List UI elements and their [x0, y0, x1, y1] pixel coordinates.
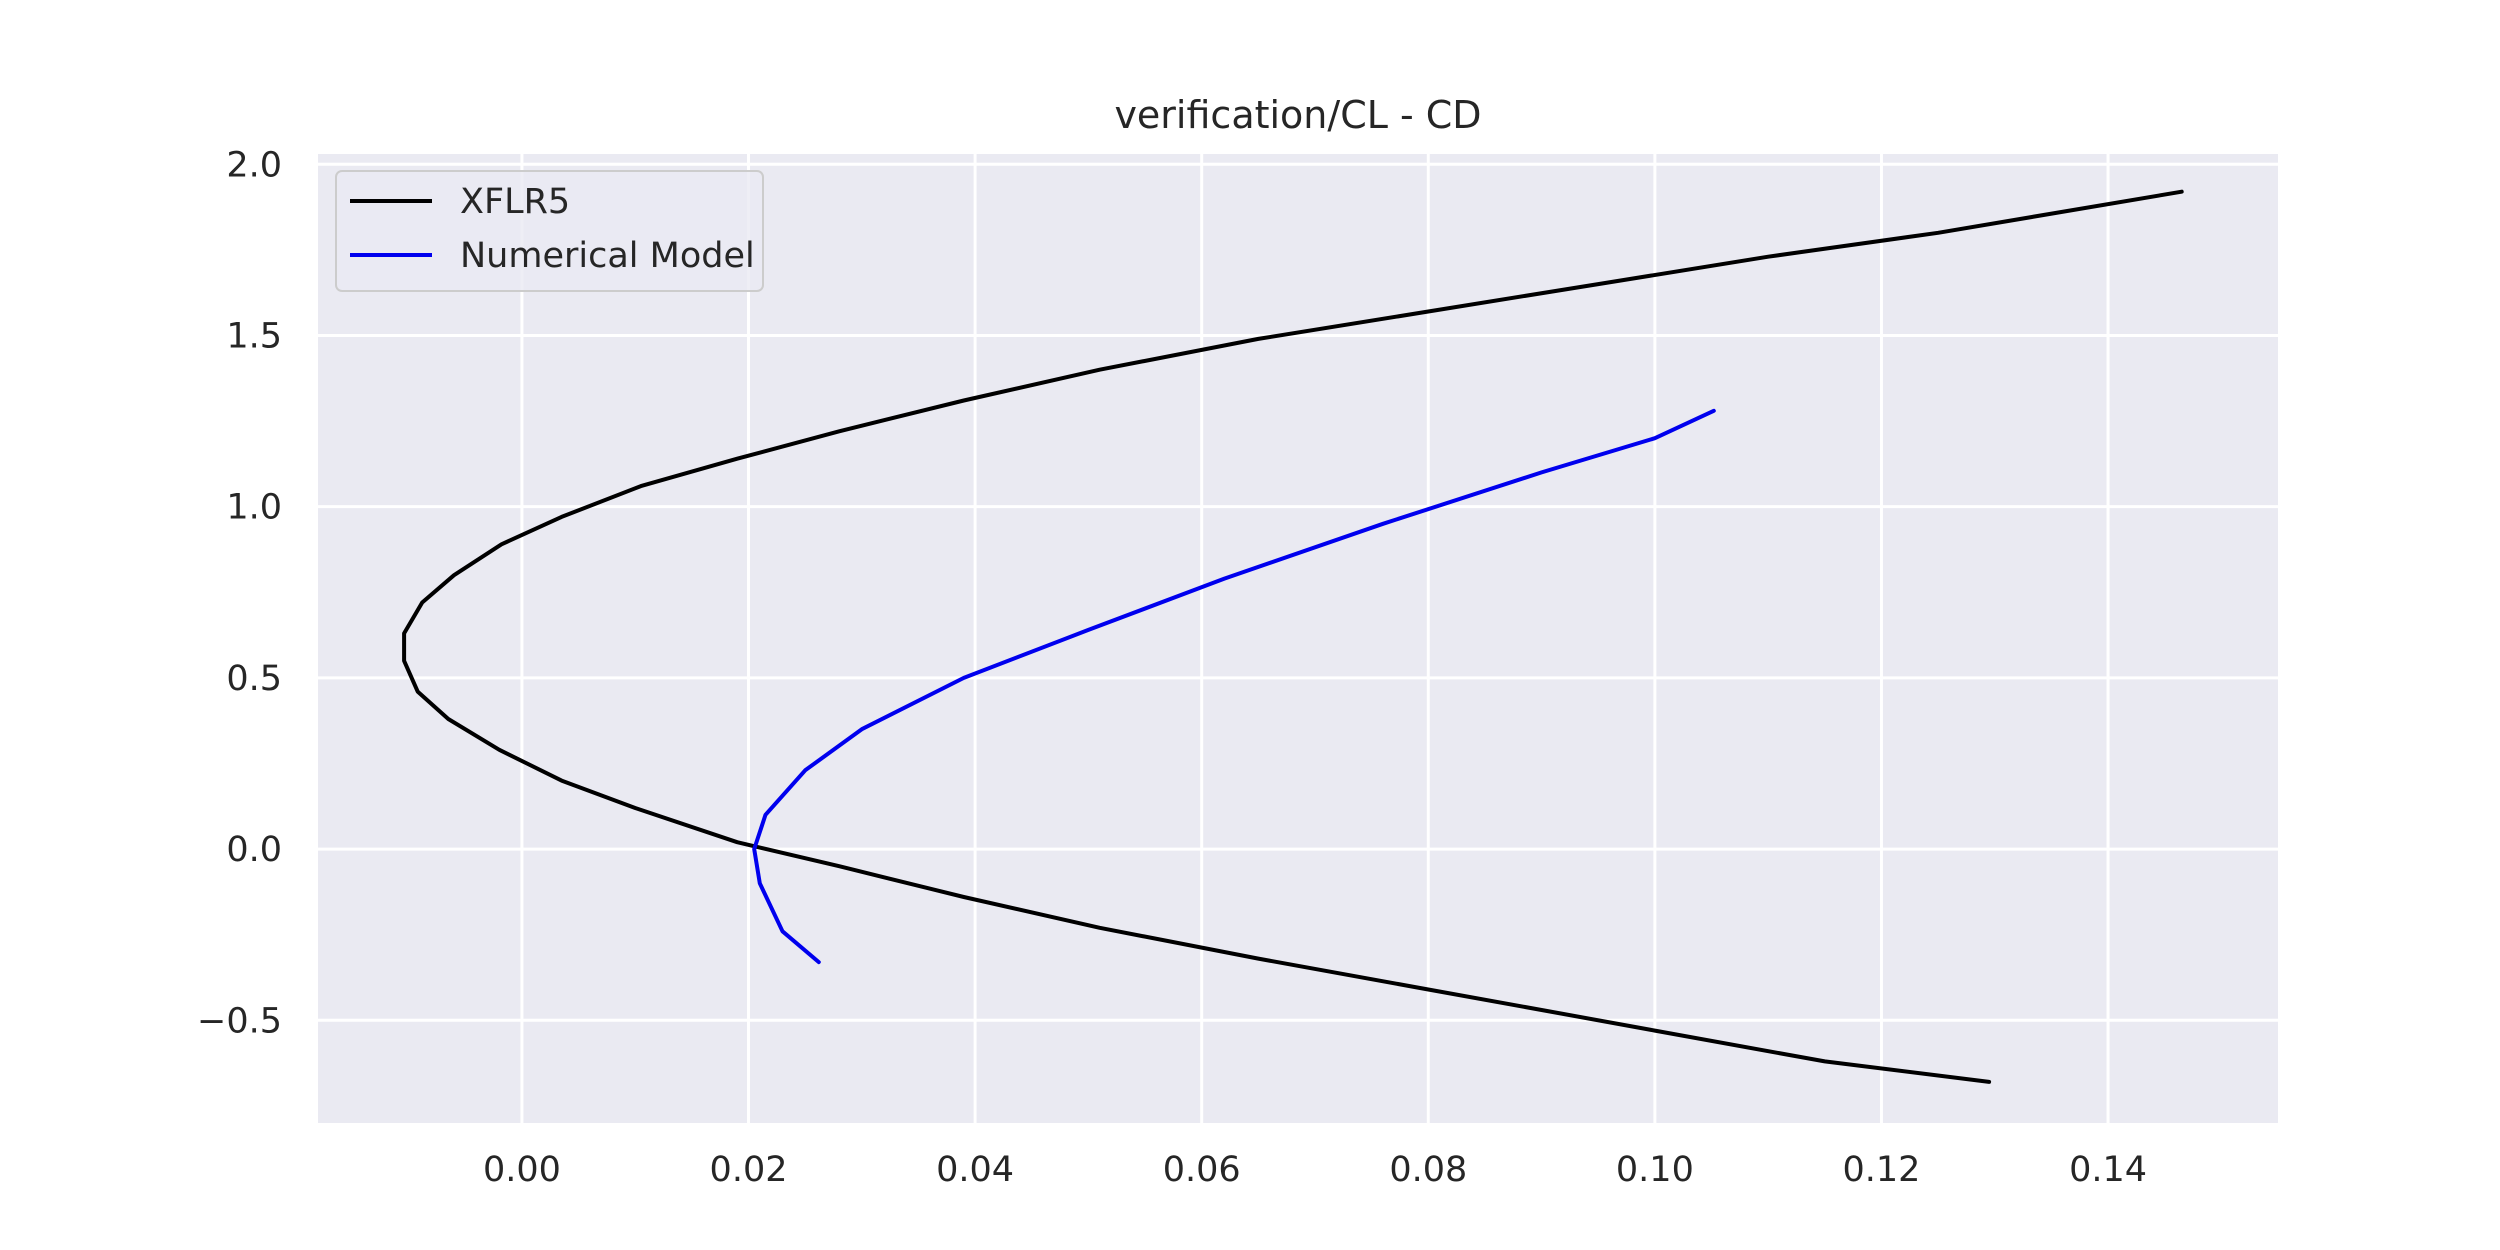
x-tick-label: 0.08 [1389, 1150, 1467, 1190]
x-tick-label: 0.10 [1616, 1150, 1694, 1190]
x-tick-label: 0.00 [483, 1150, 561, 1190]
x-tick-label: 0.02 [710, 1150, 788, 1190]
legend-label: XFLR5 [460, 182, 570, 222]
x-tick-labels: 0.00 0.02 0.04 0.06 0.08 0.10 0.12 0.14 [483, 1150, 2147, 1190]
legend: XFLR5 Numerical Model [335, 170, 764, 292]
y-tick-label: 0.0 [226, 830, 282, 870]
legend-entries: XFLR5 Numerical Model [350, 182, 755, 276]
series-line-xflr5 [402, 189, 2184, 1084]
x-tick-label: 0.12 [1842, 1150, 1920, 1190]
x-tick-label: 0.04 [936, 1150, 1014, 1190]
y-tick-label: −0.5 [197, 1001, 282, 1041]
grid-lines [318, 154, 2278, 1123]
x-tick-label: 0.06 [1163, 1150, 1241, 1190]
series-lines [402, 189, 2184, 1084]
y-tick-label: 1.5 [226, 316, 282, 356]
legend-box [335, 170, 764, 292]
chart-title: verification/CL - CD [1114, 93, 1481, 137]
y-tick-label: 2.0 [226, 145, 282, 185]
legend-label: Numerical Model [460, 236, 755, 276]
x-tick-label: 0.14 [2069, 1150, 2147, 1190]
y-tick-labels: −0.5 0.0 0.5 1.0 1.5 2.0 [197, 145, 282, 1041]
y-tick-label: 0.5 [226, 659, 282, 699]
y-tick-label: 1.0 [226, 488, 282, 528]
series-line-numerical-model [752, 408, 1716, 965]
plot-area [318, 154, 2278, 1123]
